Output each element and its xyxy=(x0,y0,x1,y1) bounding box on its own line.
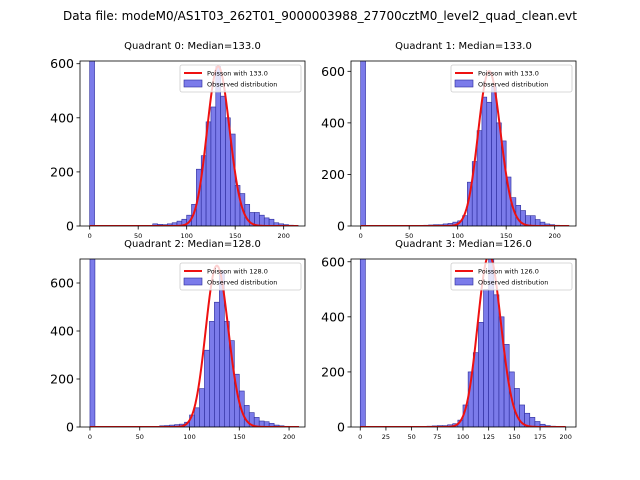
quadrant-2-panel: Quadrant 2: Median=128.0 0 50 100 150 200 0 200… xyxy=(50,239,306,441)
legend-poisson-label: Poisson with 128.0 xyxy=(207,268,268,276)
axes-frame xyxy=(79,258,306,428)
histogram-bar xyxy=(89,61,95,226)
histogram-bar xyxy=(210,106,217,226)
legend-poisson-label: Poisson with 133.0 xyxy=(207,70,268,78)
legend-box xyxy=(450,64,573,93)
x-tick-label: 50 xyxy=(136,433,144,441)
panel-title: Quadrant 2: Median=128.0 xyxy=(124,239,261,250)
x-tick-label: 50 xyxy=(134,232,142,240)
figure-suptitle: Data file: modeM0/AS1T03_262T01_90000039… xyxy=(63,9,577,23)
x-tick-label: 50 xyxy=(405,232,413,240)
histogram-bar xyxy=(259,214,265,226)
poisson-curve xyxy=(360,70,570,226)
histogram-bar xyxy=(478,322,484,427)
x-tick-label: 75 xyxy=(433,433,441,441)
y-tick-label: 600 xyxy=(321,64,345,79)
y-tick-label: 600 xyxy=(50,276,74,291)
histogram-bar xyxy=(220,95,226,226)
x-tick-label: 150 xyxy=(233,433,245,441)
x-tick-label: 0 xyxy=(88,433,92,441)
x-tick-label: 200 xyxy=(277,232,289,240)
y-tick-label: 200 xyxy=(321,364,345,379)
histogram-bar xyxy=(481,96,488,226)
y-tick-label: 200 xyxy=(50,372,74,387)
x-tick-label: 100 xyxy=(457,433,469,441)
histogram-bar xyxy=(268,218,275,226)
y-tick-label: 0 xyxy=(337,219,345,234)
y-tick-label: 400 xyxy=(321,309,345,324)
axes-frame xyxy=(350,258,577,428)
histogram-bar xyxy=(214,301,220,427)
y-tick-label: 0 xyxy=(66,420,74,435)
legend-observed-swatch xyxy=(183,277,203,286)
quadrant-0-panel: Quadrant 0: Median=133.0 0 50 100 150 200 0 200… xyxy=(50,41,306,240)
legend-observed-label: Observed distribution xyxy=(207,279,277,287)
histogram-bar xyxy=(194,407,200,427)
x-tick-label: 150 xyxy=(508,433,520,441)
histogram-bar xyxy=(230,133,236,226)
legend-observed-label: Observed distribution xyxy=(478,279,548,287)
histogram-bar xyxy=(209,321,215,427)
legend-observed-label: Observed distribution xyxy=(207,81,277,89)
legend-box xyxy=(450,262,573,291)
histogram-bar xyxy=(263,217,270,226)
histogram-bar xyxy=(483,288,489,427)
axes-frame xyxy=(350,60,577,227)
axes-frame xyxy=(79,60,306,227)
legend-observed-label: Observed distribution xyxy=(478,81,548,89)
y-tick-label: 600 xyxy=(50,56,74,71)
histogram-bar xyxy=(359,259,366,427)
quadrant-1-panel: Quadrant 1: Median=133.0 0 50 100 150 200 0 200… xyxy=(321,41,577,240)
x-tick-label: 0 xyxy=(88,232,92,240)
x-tick-label: 100 xyxy=(451,232,463,240)
y-tick-label: 0 xyxy=(337,420,345,435)
x-tick-label: 175 xyxy=(534,433,546,441)
legend-observed-swatch xyxy=(454,79,474,88)
histogram-bar xyxy=(476,130,483,226)
legend-observed-swatch xyxy=(454,277,474,286)
histogram-bar xyxy=(486,101,492,226)
panel-title: Quadrant 3: Median=126.0 xyxy=(395,239,532,250)
histogram-bar xyxy=(199,388,205,427)
x-tick-label: 0 xyxy=(358,433,362,441)
x-tick-label: 150 xyxy=(229,232,241,240)
legend-observed-swatch xyxy=(183,79,203,88)
y-tick-label: 400 xyxy=(50,110,74,125)
histogram-bar xyxy=(89,259,96,427)
histogram-bar xyxy=(493,294,500,427)
legend-poisson-label: Poisson with 126.0 xyxy=(478,268,539,276)
panel-title: Quadrant 0: Median=133.0 xyxy=(124,41,261,52)
y-tick-label: 400 xyxy=(50,324,74,339)
y-tick-label: 200 xyxy=(321,167,345,182)
histogram-bar xyxy=(514,388,520,427)
x-tick-label: 50 xyxy=(407,433,415,441)
x-tick-label: 25 xyxy=(382,433,390,441)
x-tick-label: 150 xyxy=(500,232,512,240)
y-tick-label: 400 xyxy=(321,115,345,130)
x-tick-label: 0 xyxy=(359,232,363,240)
histogram-bar xyxy=(491,86,497,226)
histogram-bar xyxy=(530,215,536,226)
x-tick-label: 200 xyxy=(560,433,572,441)
y-tick-label: 200 xyxy=(50,164,74,179)
quadrant-3-panel: Quadrant 3: Median=126.0 0 25 50 75 100 125 150… xyxy=(321,239,577,441)
legend-box xyxy=(179,262,302,291)
y-tick-label: 600 xyxy=(321,254,345,269)
legend-poisson-label: Poisson with 133.0 xyxy=(478,70,539,78)
y-tick-label: 0 xyxy=(66,219,74,234)
x-tick-label: 125 xyxy=(482,433,494,441)
legend-box xyxy=(179,64,302,93)
histogram-bar xyxy=(204,349,210,427)
histogram-bar xyxy=(360,61,366,226)
x-tick-label: 200 xyxy=(283,433,295,441)
x-tick-label: 100 xyxy=(183,433,195,441)
x-tick-label: 100 xyxy=(180,232,192,240)
panel-title: Quadrant 1: Median=133.0 xyxy=(395,41,532,52)
x-tick-label: 200 xyxy=(548,232,560,240)
